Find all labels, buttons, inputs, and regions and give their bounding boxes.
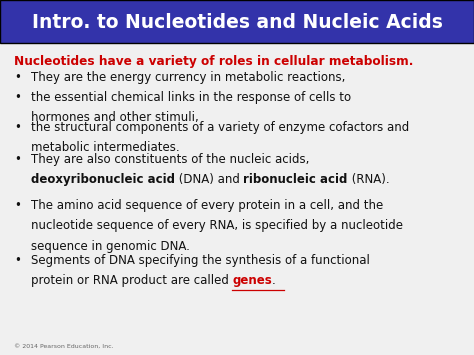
Text: ribonucleic acid: ribonucleic acid	[244, 173, 348, 186]
Text: •: •	[14, 199, 21, 212]
Text: •: •	[14, 254, 21, 267]
Text: (RNA).: (RNA).	[348, 173, 390, 186]
Text: They are the energy currency in metabolic reactions,: They are the energy currency in metaboli…	[31, 71, 345, 84]
Text: Segments of DNA specifying the synthesis of a functional: Segments of DNA specifying the synthesis…	[31, 254, 370, 267]
Text: They are also constituents of the nucleic acids,: They are also constituents of the nuclei…	[31, 153, 309, 166]
Text: the essential chemical links in the response of cells to: the essential chemical links in the resp…	[31, 91, 351, 104]
Text: •: •	[14, 91, 21, 104]
Text: .: .	[272, 274, 276, 288]
Text: (DNA) and: (DNA) and	[175, 173, 244, 186]
FancyBboxPatch shape	[0, 0, 474, 43]
Text: sequence in genomic DNA.: sequence in genomic DNA.	[31, 240, 190, 253]
Text: nucleotide sequence of every RNA, is specified by a nucleotide: nucleotide sequence of every RNA, is spe…	[31, 219, 403, 233]
Text: •: •	[14, 153, 21, 166]
Text: genes: genes	[232, 274, 272, 288]
Text: © 2014 Pearson Education, Inc.: © 2014 Pearson Education, Inc.	[14, 344, 114, 349]
Text: •: •	[14, 71, 21, 84]
Text: Intro. to Nucleotides and Nucleic Acids: Intro. to Nucleotides and Nucleic Acids	[32, 12, 442, 32]
Text: Nucleotides have a variety of roles in cellular metabolism.: Nucleotides have a variety of roles in c…	[14, 55, 414, 68]
Text: •: •	[14, 121, 21, 134]
Text: deoxyribonucleic acid: deoxyribonucleic acid	[31, 173, 175, 186]
Text: metabolic intermediates.: metabolic intermediates.	[31, 141, 180, 154]
Text: The amino acid sequence of every protein in a cell, and the: The amino acid sequence of every protein…	[31, 199, 383, 212]
Text: hormones and other stimuli,: hormones and other stimuli,	[31, 111, 199, 124]
Text: protein or RNA product are called: protein or RNA product are called	[31, 274, 232, 288]
Text: the structural components of a variety of enzyme cofactors and: the structural components of a variety o…	[31, 121, 409, 134]
